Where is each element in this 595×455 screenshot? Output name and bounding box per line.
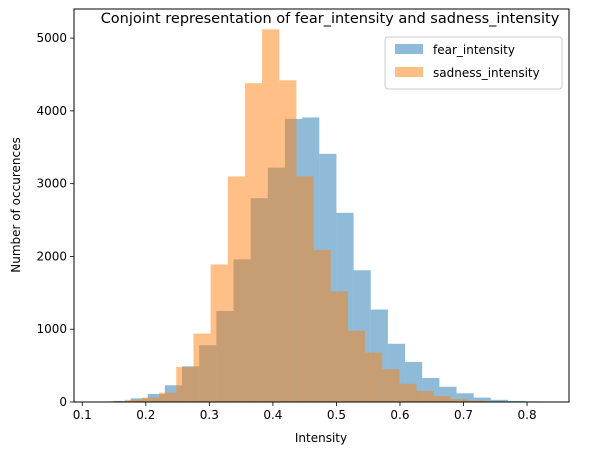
bar-series-1 [433,396,451,402]
bar-series-0 [473,397,491,402]
y-tick-label: 0 [59,395,67,409]
y-tick-label: 1000 [36,322,67,336]
bar-series-1 [416,391,434,402]
x-tick-label: 0.3 [200,408,219,422]
bar-series-1 [450,399,468,402]
x-tick-label: 0.4 [263,408,282,422]
x-axis: 0.1 0.2 0.3 0.4 0.5 0.6 0.7 0.8 [73,402,537,422]
bar-series-1 [313,249,331,402]
y-tick-label: 3000 [36,177,67,191]
bar-series-1 [279,80,297,402]
bars-layer [96,29,560,402]
y-tick-label: 2000 [36,249,67,263]
bar-series-0 [456,393,474,402]
bar-series-1 [244,83,263,402]
x-tick-label: 0.5 [327,408,346,422]
bar-series-1 [193,333,211,402]
bar-series-1 [176,367,194,402]
x-tick-label: 0.7 [454,408,473,422]
bar-series-1 [296,176,314,402]
x-axis-label: Intensity [295,431,347,445]
x-tick-label: 0.6 [390,408,409,422]
x-tick-label: 0.8 [518,408,537,422]
y-axis-label: Number of occurences [9,137,23,272]
bar-series-1 [399,383,417,402]
bar-series-1 [159,392,177,402]
bar-series-1 [347,330,366,402]
bar-series-1 [124,399,142,402]
legend-label: fear_intensity [433,43,515,57]
bar-series-1 [210,264,228,402]
x-tick-label: 0.2 [136,408,155,422]
bar-series-1 [467,400,486,402]
bar-series-1 [330,291,348,402]
bar-series-0 [508,400,526,402]
bar-series-1 [365,352,383,402]
legend-label: sadness_intensity [433,66,540,80]
legend: fear_intensity sadness_intensity [384,36,563,90]
bar-series-0 [490,399,508,402]
x-tick-label: 0.1 [73,408,92,422]
y-tick-label: 5000 [36,31,67,45]
y-tick-label: 4000 [36,104,67,118]
bar-series-1 [382,369,400,402]
plot-frame [73,8,570,403]
bar-series-1 [262,29,280,402]
legend-swatch [395,67,423,77]
legend-box [384,36,563,90]
bar-series-1 [141,397,160,402]
y-axis: 0 1000 2000 3000 4000 5000 [36,31,74,409]
chart-title: Conjoint representation of fear_intensit… [101,11,560,27]
bar-series-1 [227,176,245,402]
legend-swatch [395,44,423,54]
